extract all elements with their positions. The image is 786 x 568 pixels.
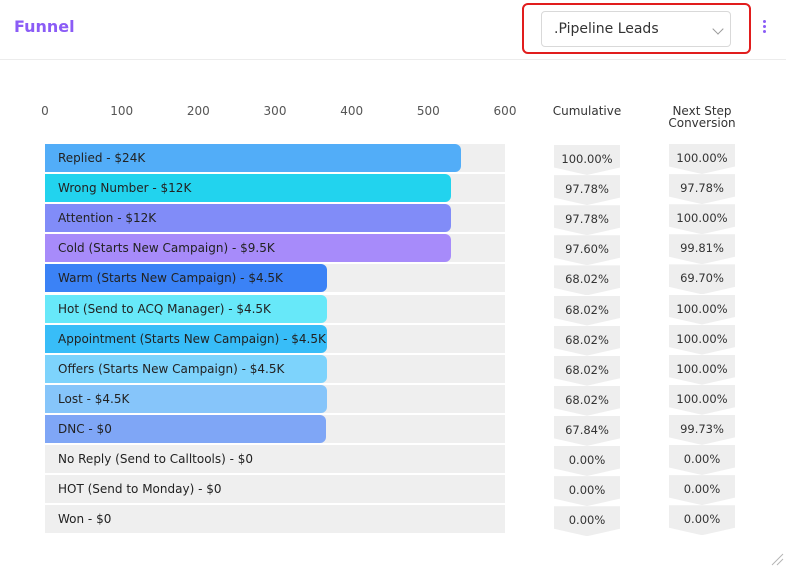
x-tick-label: 500 [416,104,440,118]
bar-label: Wrong Number - $12K [58,181,192,196]
cumulative-badge: 0.00% [554,476,620,507]
next-step-value: 100.00% [676,301,728,316]
cumulative-badge: 0.00% [554,446,620,476]
cumulative-value: 67.84% [565,422,609,437]
cumulative-value: 68.02% [565,362,609,377]
cumulative-badge: 68.02% [554,355,620,386]
more-options-icon[interactable] [763,20,767,36]
cumulative-badge: 97.78% [554,205,620,236]
next-step-badge: 0.00% [669,445,735,475]
next-step-header: Next Step Conversion [668,104,736,130]
bar-label: Cold (Starts New Campaign) - $9.5K [58,241,275,256]
bar-label: Warm (Starts New Campaign) - $4.5K [58,271,283,286]
bar-label: Won - $0 [58,512,112,527]
next-step-badge: 0.00% [669,505,735,536]
bar-label: DNC - $0 [58,421,112,436]
next-step-badge: 99.81% [669,234,735,265]
funnel-bar[interactable] [45,264,328,293]
bar-label: Offers (Starts New Campaign) - $4.5K [58,361,285,376]
x-tick-label: 300 [263,104,287,118]
pipeline-select-highlight: .Pipeline Leads [522,3,751,54]
cumulative-badge: 68.02% [554,325,620,356]
bar-track [45,445,505,473]
next-step-badge: 100.00% [669,324,735,355]
next-step-badge: 100.00% [669,204,735,235]
x-tick-label: 0 [41,104,49,118]
cumulative-badge: 97.78% [554,175,620,206]
cumulative-value: 97.78% [565,182,609,197]
cumulative-badge: 68.02% [554,385,620,416]
cumulative-value: 97.60% [565,242,609,257]
cumulative-badge: 68.02% [554,295,620,326]
next-step-badge: 100.00% [669,384,735,415]
next-step-badge: 99.73% [669,414,735,445]
bar-label: Hot (Send to ACQ Manager) - $4.5K [58,301,271,316]
funnel-bar[interactable] [45,294,328,323]
next-step-badge: 97.78% [669,174,735,205]
pipeline-select[interactable]: .Pipeline Leads [541,11,731,47]
cumulative-badge: 67.84% [554,415,620,446]
funnel-bar[interactable] [45,414,327,443]
cumulative-badge: 68.02% [554,265,620,296]
next-step-badge: 0.00% [669,475,735,506]
cumulative-badge: 0.00% [554,506,620,537]
cumulative-value: 0.00% [568,513,606,528]
cumulative-value: 68.02% [565,272,609,287]
x-tick-label: 600 [493,104,517,118]
pipeline-select-value: .Pipeline Leads [554,21,659,37]
bar-label: Lost - $4.5K [58,391,130,406]
cumulative-value: 0.00% [568,453,606,467]
x-tick-label: 400 [340,104,364,118]
next-step-value: 100.00% [676,331,728,346]
cumulative-badge: 97.60% [554,235,620,266]
cumulative-value: 0.00% [568,483,606,498]
next-step-value: 100.00% [676,361,728,376]
resize-handle-icon[interactable] [770,552,784,566]
funnel-bar[interactable] [45,174,452,203]
bar-track [45,475,505,504]
cumulative-value: 68.02% [565,302,609,317]
next-step-value: 100.00% [676,211,728,226]
bar-label: Appointment (Starts New Campaign) - $4.5… [58,331,326,346]
widget-header: Funnel .Pipeline Leads [0,0,786,60]
bar-label: No Reply (Send to Calltools) - $0 [58,452,254,466]
next-step-value: 69.70% [680,271,724,286]
funnel-bar[interactable] [45,234,451,263]
cumulative-value: 100.00% [561,152,613,166]
next-step-badge: 69.70% [669,264,735,295]
cumulative-badge: 100.00% [554,145,620,175]
next-step-value: 99.81% [680,241,724,256]
next-step-value: 0.00% [683,452,721,466]
cumulative-value: 68.02% [565,392,609,407]
next-step-badge: 100.00% [669,294,735,325]
next-step-value: 0.00% [683,512,721,527]
cumulative-value: 68.02% [565,332,609,347]
next-step-value: 100.00% [676,391,728,406]
next-step-value: 100.00% [676,151,728,165]
x-tick-label: 200 [186,104,210,118]
funnel-bar[interactable] [45,384,328,413]
funnel-bar[interactable] [45,144,461,172]
funnel-bar[interactable] [45,354,328,383]
funnel-bar[interactable] [45,204,452,233]
next-step-value: 97.78% [680,181,724,196]
next-step-badge: 100.00% [669,354,735,385]
chevron-down-icon [712,23,724,35]
funnel-bar[interactable] [45,324,328,353]
bar-label: HOT (Send to Monday) - $0 [58,482,222,497]
next-step-value: 0.00% [683,482,721,497]
next-step-value: 99.73% [680,421,724,436]
cumulative-header: Cumulative [552,104,622,118]
cumulative-value: 97.78% [565,212,609,227]
x-tick-label: 100 [110,104,134,118]
next-step-badge: 100.00% [669,144,735,174]
widget-title: Funnel [14,17,75,36]
bar-label: Attention - $12K [58,211,157,226]
bar-label: Replied - $24K [58,151,146,165]
bar-track [45,505,505,534]
